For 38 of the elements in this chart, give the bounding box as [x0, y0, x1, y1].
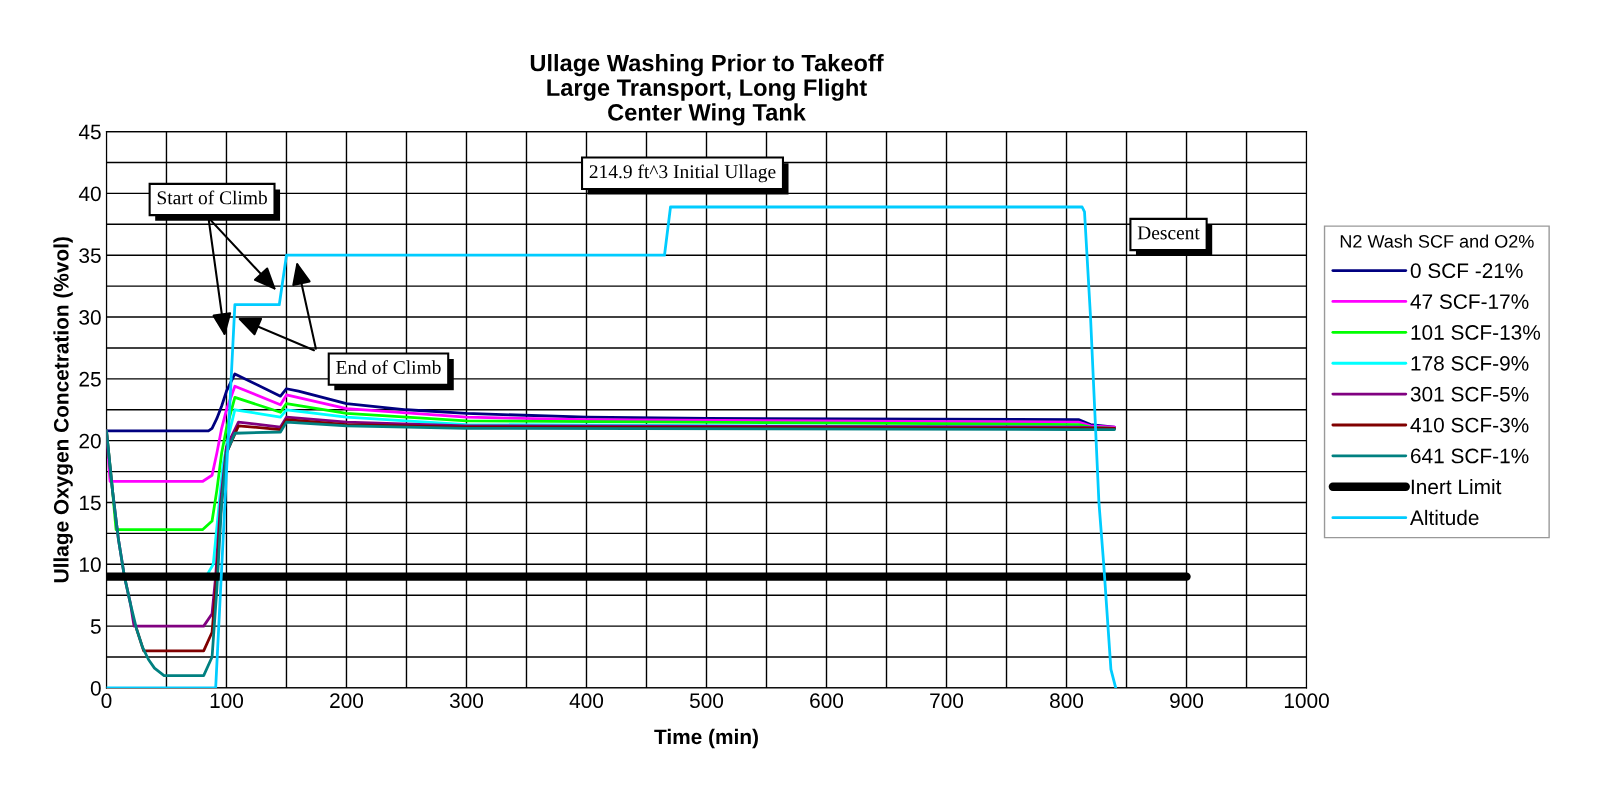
x-tick-label: 0: [101, 693, 112, 709]
x-tick-label: 900: [1170, 693, 1204, 709]
legend-label: 178 SCF-9%: [1411, 355, 1529, 371]
x-tick-label: 600: [810, 693, 844, 709]
legend-label: 641 SCF-1%: [1411, 448, 1529, 464]
y-tick-label: 45: [78, 124, 101, 140]
y-axis-title: Ullage Oxygen Concetration (%vol): [53, 237, 73, 583]
y-tick-label: 25: [79, 371, 101, 387]
x-tick-label: 100: [210, 693, 244, 709]
annotation: End of Climb: [336, 360, 441, 375]
legend-label: 47 SCF-17%: [1410, 294, 1529, 309]
y-tick-label: 20: [79, 433, 101, 449]
x-tick-label: 200: [330, 693, 364, 709]
x-tick-label: 500: [689, 693, 724, 709]
annotation: Start of Climb: [157, 190, 267, 205]
legend-label: Inert Limit: [1411, 478, 1502, 495]
x-tick-label: 800: [1050, 693, 1084, 709]
legend-label: 0 SCF -21%: [1410, 263, 1523, 279]
y-tick-label: 0: [90, 680, 101, 696]
x-tick-label: 700: [930, 693, 964, 709]
y-tick-label: 35: [79, 248, 101, 263]
annotation: Descent: [1137, 226, 1200, 240]
chart-title: Ullage Washing Prior to Takeoff Large Transport, Long Flight Center Wing Tank: [530, 54, 884, 126]
annotation: 214.9 ft^3 Initial Ullage: [589, 164, 776, 183]
legend-label: Altitude: [1410, 509, 1479, 526]
legend-label: 301 SCF-5%: [1410, 386, 1529, 402]
x-tick-label: 1000: [1284, 693, 1329, 709]
y-tick-label: 30: [79, 310, 101, 325]
y-tick-label: 5: [90, 619, 101, 634]
legend-label: 410 SCF-3%: [1410, 417, 1529, 433]
y-tick-label: 40: [78, 186, 101, 202]
legend-title: N2 Wash SCF and O2%: [1340, 234, 1534, 248]
x-axis-title: Time (min): [654, 728, 758, 749]
x-tick-label: 300: [449, 693, 484, 709]
y-tick-label: 10: [80, 557, 101, 573]
legend-label: 101 SCF-13%: [1411, 325, 1541, 340]
x-tick-label: 400: [569, 693, 604, 709]
y-tick-label: 15: [80, 495, 101, 511]
